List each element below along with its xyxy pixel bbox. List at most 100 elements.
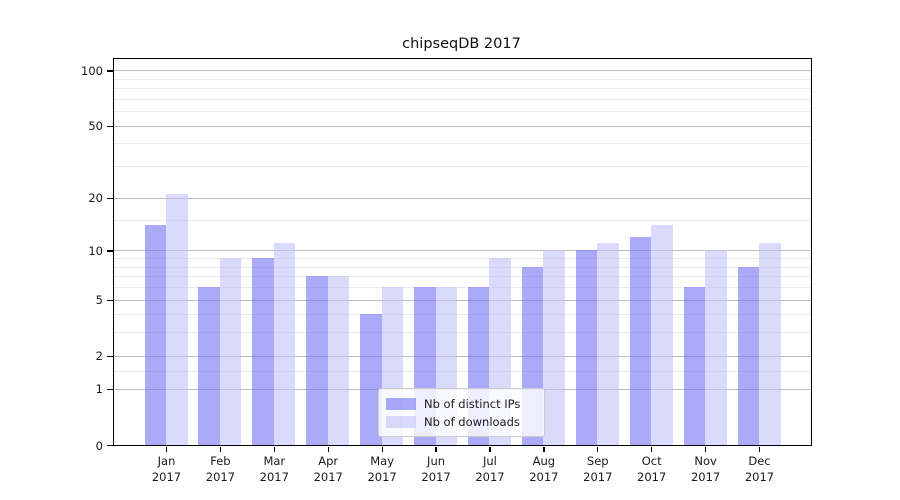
y-tick-mark [107, 250, 113, 252]
bar-distinct-ips-oct [629, 236, 652, 445]
x-tick-year: 2017 [313, 469, 343, 484]
gridline-minor [114, 143, 811, 145]
x-tick-month: Jun [427, 454, 446, 468]
x-tick-mark [219, 447, 222, 452]
x-tick-label-aug: Aug 2017 [512, 454, 576, 485]
bar-distinct-ips-nov [683, 287, 706, 445]
gridline-minor [114, 332, 811, 334]
y-tick-label: 10 [88, 243, 103, 258]
y-tick-mark [107, 70, 113, 72]
gridline-major [114, 125, 811, 127]
legend: Nb of distinct IPs Nb of downloads [378, 388, 545, 437]
x-tick-label-jan: Jan 2017 [135, 454, 199, 485]
x-tick-year: 2017 [259, 469, 289, 484]
y-tick-mark [107, 299, 113, 301]
x-tick-label-oct: Oct 2017 [620, 454, 684, 485]
x-tick-year: 2017 [690, 469, 721, 484]
x-tick-month: Dec [748, 454, 771, 468]
bar-downloads-aug [543, 250, 565, 445]
x-tick-mark [273, 447, 275, 452]
x-tick-mark [597, 447, 599, 452]
x-tick-label-dec: Dec 2017 [728, 454, 792, 485]
x-tick-mark [165, 447, 168, 452]
x-tick-month: Feb [210, 454, 231, 468]
y-tick-label: 100 [81, 63, 103, 78]
y-tick-mark [107, 125, 113, 128]
x-tick-label-nov: Nov 2017 [674, 454, 738, 485]
bar-downloads-oct [651, 225, 673, 445]
bar-downloads-nov [705, 250, 727, 445]
legend-swatch-downloads [386, 415, 416, 428]
y-tick-mark [107, 197, 113, 200]
x-tick-month: Sep [586, 454, 609, 468]
y-tick-mark [107, 388, 113, 390]
bar-downloads-dec [759, 243, 781, 445]
y-tick-label: 50 [88, 119, 103, 134]
legend-label-ips: Nb of distinct IPs [424, 396, 521, 411]
x-tick-label-jul: Jul 2017 [458, 454, 522, 485]
legend-item-distinct-ips: Nb of distinct IPs [386, 397, 537, 411]
chart-title: chipseqDB 2017 [402, 36, 521, 52]
gridline-minor [114, 78, 811, 80]
gridline-minor [114, 258, 811, 260]
x-tick-year: 2017 [151, 469, 182, 484]
x-tick-label-feb: Feb 2017 [188, 454, 252, 485]
gridline-minor [114, 111, 811, 113]
y-tick-mark [107, 355, 113, 358]
x-tick-mark [489, 447, 491, 452]
x-tick-mark [543, 447, 545, 452]
bar-downloads-jan [166, 194, 188, 445]
gridline-major [114, 197, 811, 199]
gridline-minor [114, 98, 811, 100]
gridline-major [114, 70, 811, 72]
x-tick-mark [704, 447, 707, 452]
x-tick-label-may: May 2017 [350, 454, 414, 485]
plot-area [113, 58, 812, 446]
gridline-minor [114, 370, 811, 372]
gridline-minor [114, 88, 811, 90]
x-tick-year: 2017 [637, 469, 667, 484]
gridline-major [114, 299, 811, 301]
bar-distinct-ips-jan [144, 225, 166, 445]
x-tick-year: 2017 [583, 469, 613, 484]
gridline-major [114, 355, 811, 357]
bar-distinct-ips-dec [737, 266, 759, 445]
legend-label-downloads: Nb of downloads [424, 414, 520, 429]
y-tick-mark [107, 445, 113, 447]
x-tick-month: May [370, 454, 395, 468]
x-tick-month: Apr [318, 454, 339, 468]
x-tick-month: Oct [641, 454, 662, 468]
x-tick-label-jun: Jun 2017 [404, 454, 468, 485]
bar-downloads-feb [219, 258, 242, 445]
y-tick-label: 20 [88, 191, 103, 206]
x-tick-month: Nov [694, 454, 717, 468]
bar-downloads-mar [273, 243, 296, 445]
x-tick-month: Jan [157, 454, 176, 468]
x-tick-label-sep: Sep 2017 [566, 454, 630, 485]
y-tick-label: 1 [95, 382, 103, 397]
bar-downloads-sep [597, 243, 619, 445]
x-tick-month: Mar [263, 454, 286, 468]
x-tick-label-mar: Mar 2017 [242, 454, 306, 485]
legend-swatch-ips [386, 397, 416, 410]
x-tick-year: 2017 [529, 469, 559, 484]
x-tick-year: 2017 [205, 469, 236, 484]
bar-distinct-ips-mar [252, 258, 274, 445]
x-tick-mark [327, 447, 329, 452]
bar-distinct-ips-feb [198, 287, 220, 445]
gridline-minor [114, 166, 811, 168]
x-tick-mark [758, 447, 761, 452]
y-tick-label: 5 [95, 293, 103, 307]
gridline-minor [114, 219, 811, 221]
gridline-minor [114, 276, 811, 278]
gridline-minor [114, 314, 811, 316]
bar-distinct-ips-apr [306, 276, 328, 445]
bar-distinct-ips-sep [575, 250, 598, 445]
bar-downloads-apr [327, 276, 350, 445]
x-tick-mark [381, 447, 383, 452]
x-tick-year: 2017 [744, 469, 775, 484]
x-tick-label-apr: Apr 2017 [296, 454, 360, 485]
gridline-minor [114, 286, 811, 288]
bar-distinct-ips-may [360, 314, 382, 445]
